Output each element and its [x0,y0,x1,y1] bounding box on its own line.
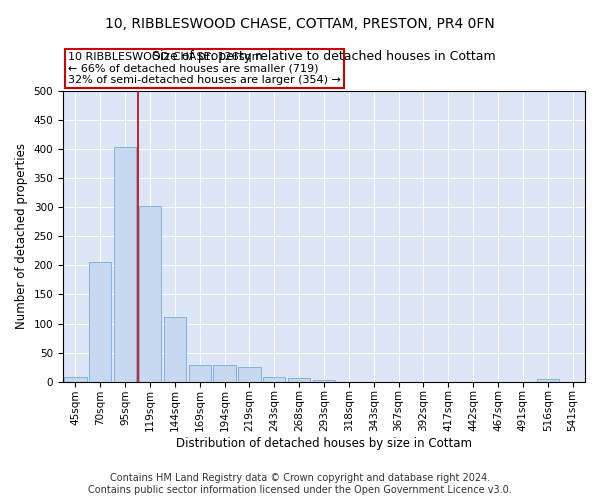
Bar [139,206,161,382]
Bar [64,377,86,382]
Title: Size of property relative to detached houses in Cottam: Size of property relative to detached ho… [152,50,496,64]
Bar [188,365,211,382]
Bar [114,148,136,382]
Bar [89,262,112,382]
Y-axis label: Number of detached properties: Number of detached properties [15,144,28,330]
Bar [164,316,186,382]
Text: 10, RIBBLESWOOD CHASE, COTTAM, PRESTON, PR4 0FN: 10, RIBBLESWOOD CHASE, COTTAM, PRESTON, … [105,18,495,32]
Text: 10 RIBBLESWOOD CHASE: 126sqm
← 66% of detached houses are smaller (719)
32% of s: 10 RIBBLESWOOD CHASE: 126sqm ← 66% of de… [68,52,341,85]
Bar [313,380,335,382]
Bar [536,380,559,382]
Bar [238,367,260,382]
Bar [214,366,236,382]
Text: Contains HM Land Registry data © Crown copyright and database right 2024.
Contai: Contains HM Land Registry data © Crown c… [88,474,512,495]
Bar [288,378,310,382]
X-axis label: Distribution of detached houses by size in Cottam: Distribution of detached houses by size … [176,437,472,450]
Bar [263,377,286,382]
